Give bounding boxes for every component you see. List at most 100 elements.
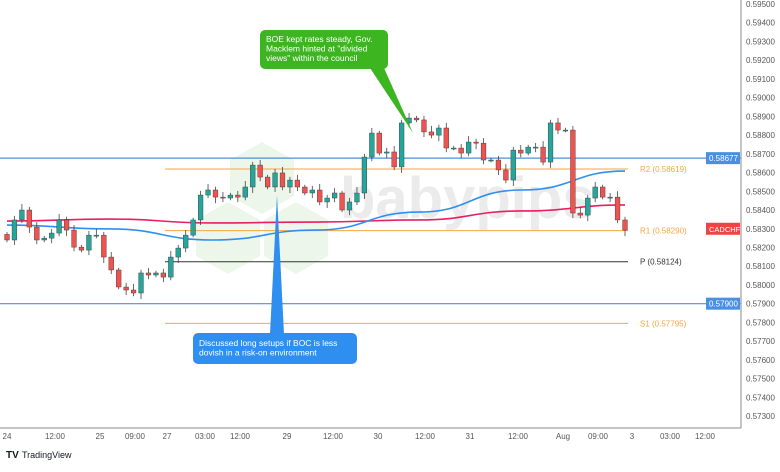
candle [227, 192, 233, 201]
candle [622, 216, 628, 237]
candle [443, 122, 449, 153]
candle [577, 207, 583, 219]
y-tick-label: 0.57600 [746, 356, 775, 365]
candle [607, 192, 613, 203]
x-tick-label: 12:00 [695, 432, 716, 441]
candle-body [585, 197, 591, 216]
callout-boe-text: views" within the council [266, 53, 357, 63]
candle-body [138, 272, 144, 294]
candle [160, 268, 166, 283]
price-axis[interactable]: 0.59500 0.59400 0.59300 0.59200 0.59100 0.590… [746, 0, 775, 421]
symbol-badge [706, 222, 740, 235]
y-tick-label: 0.58900 [746, 112, 775, 121]
y-tick-label: 0.57300 [746, 412, 775, 421]
candle-body [480, 142, 487, 161]
symbol-badge-text: CADCHF [709, 225, 741, 234]
candle [56, 213, 62, 237]
candle-body [197, 194, 204, 221]
candle-body [376, 132, 382, 154]
candle [518, 145, 524, 158]
tradingview-brand: TradingView [22, 450, 72, 460]
candle [86, 231, 92, 256]
candle [272, 168, 278, 193]
candle [101, 231, 107, 264]
candle [346, 197, 353, 216]
candle-body [4, 234, 10, 241]
candle-body [220, 196, 226, 199]
candle-body [391, 151, 397, 168]
y-tick-label: 0.58600 [746, 169, 775, 178]
candle-body [63, 219, 70, 231]
candle-body [562, 129, 569, 132]
candle [41, 235, 47, 243]
candle-body [451, 147, 457, 150]
candle [242, 180, 248, 201]
candle [183, 230, 189, 253]
y-tick-label: 0.58400 [746, 206, 775, 215]
candle [488, 157, 494, 163]
y-tick-label: 0.59200 [746, 56, 775, 65]
candle-body [533, 146, 539, 149]
candle [287, 176, 293, 193]
candle [510, 146, 516, 187]
candle [592, 181, 598, 203]
candle-body [49, 232, 55, 239]
candle [540, 141, 546, 166]
candle-body [473, 141, 479, 144]
pivot-label-s1: S1 (0.57795) [640, 319, 687, 328]
candle-body [309, 189, 315, 194]
candle [250, 161, 256, 193]
candle-body [592, 186, 598, 199]
candle [175, 244, 181, 264]
price-level-badge [706, 152, 740, 165]
y-tick-label: 0.58200 [746, 243, 775, 252]
pivot-label-r1: R1 (0.58290) [640, 227, 687, 236]
tradingview-logo[interactable]: TV TradingView [6, 450, 72, 461]
candle-body [510, 149, 516, 181]
candle [309, 185, 315, 199]
y-tick-label: 0.57800 [746, 318, 775, 327]
y-tick-label: 0.57500 [746, 375, 775, 384]
y-tick-label: 0.58500 [746, 187, 775, 196]
candle [34, 222, 40, 245]
candle [116, 267, 122, 290]
candle-body [78, 246, 85, 251]
candle-body [518, 149, 524, 154]
candle [562, 127, 569, 133]
x-tick-label: 12:00 [230, 432, 251, 441]
candle-body [265, 176, 271, 188]
candle [428, 125, 435, 139]
candle [332, 187, 338, 203]
price-level-badge-text: 0.57900 [709, 300, 738, 309]
y-tick-label: 0.57400 [746, 393, 775, 402]
candle-body [428, 131, 435, 136]
candle [279, 166, 286, 191]
candle [376, 130, 382, 156]
candle [138, 269, 144, 299]
y-tick-label: 0.57700 [746, 337, 775, 346]
candle [503, 163, 509, 184]
x-tick-label: 24 [3, 432, 12, 441]
candle-body [183, 234, 189, 249]
candle [190, 217, 196, 238]
candle-body [130, 289, 137, 294]
candle-body [547, 122, 554, 163]
candle [600, 184, 606, 200]
candle [302, 184, 308, 196]
candle-body [369, 132, 375, 158]
candle [399, 119, 405, 173]
candle [525, 144, 531, 156]
candle [153, 270, 159, 278]
candle-body [540, 146, 546, 163]
pivot-label-r2: R2 (0.58619) [640, 165, 687, 174]
x-tick-label: 27 [163, 432, 172, 441]
time-axis[interactable]: 24 12:00 25 09:00 27 03:00 12:00 29 12:00 30 12:00… [3, 432, 716, 441]
candle-body [145, 272, 152, 276]
candle-body [190, 219, 196, 236]
callout-boc [193, 333, 357, 364]
candle-body [622, 219, 628, 231]
x-tick-label: 09:00 [588, 432, 609, 441]
candle [570, 125, 576, 219]
x-tick-label: 03:00 [195, 432, 216, 441]
